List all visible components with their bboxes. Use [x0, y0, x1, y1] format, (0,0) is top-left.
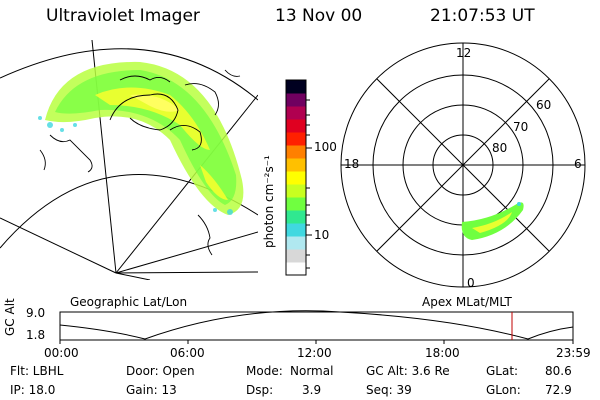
color-bar-band: [286, 197, 306, 211]
time-tick-0: 00:00: [44, 346, 79, 360]
colorbar-tick-100: 100: [314, 140, 337, 154]
alt-ymin: 1.8: [26, 328, 46, 342]
info-gain: Gain: 13: [126, 383, 177, 397]
info-flt: Flt: LBHL: [10, 364, 64, 378]
info-dsp: 3.9: [302, 383, 322, 397]
alt-ylabel: GC Alt: [3, 298, 17, 336]
color-bar-band: [286, 171, 306, 185]
info-glat: 80.6: [545, 364, 572, 378]
time-tick-4: 23:59: [556, 346, 591, 360]
color-bar-band: [286, 119, 306, 133]
instrument-title: Ultraviolet Imager: [46, 6, 200, 26]
alt-ymax: 9.0: [26, 306, 46, 320]
info-door: Door: Open: [126, 364, 195, 378]
info-mode: Normal: [290, 364, 334, 378]
auroral-emission: [38, 61, 244, 215]
color-bar-band: [286, 80, 306, 94]
color-bar-band: [286, 132, 306, 146]
time-label: 21:07:53 UT: [430, 6, 535, 26]
color-bar-band: [286, 236, 306, 250]
altitude-plot: [59, 310, 574, 344]
colorbar-unit-label: photon cm⁻²s⁻¹: [262, 155, 276, 248]
color-bar-band: [286, 145, 306, 159]
color-bar-band: [286, 249, 306, 263]
polar-plot: [340, 42, 586, 288]
time-tick-2: 12:00: [297, 346, 332, 360]
info-glon: 72.9: [545, 383, 572, 397]
mlt-label-0: 0: [467, 276, 475, 290]
time-tick-1: 06:00: [170, 346, 205, 360]
geographic-map: [0, 40, 258, 280]
color-bar-band: [286, 106, 306, 120]
lat-label-80: 80: [492, 141, 508, 155]
lat-label-60: 60: [536, 98, 552, 112]
info-dsp-label: Dsp:: [246, 383, 274, 397]
date-label: 13 Nov 00: [275, 6, 363, 26]
mlt-label-6: 6: [574, 157, 582, 171]
coastlines: [39, 69, 241, 256]
colorbar-tick-10: 10: [314, 228, 330, 242]
info-seq: Seq: 39: [366, 383, 412, 397]
color-bar-band: [286, 223, 306, 237]
color-bar-band: [286, 93, 306, 107]
color-bar-band: [286, 262, 306, 276]
color-bar-band: [286, 210, 306, 224]
lat-label-70: 70: [513, 120, 529, 134]
info-ip: IP: 18.0: [10, 383, 56, 397]
time-tick-3: 18:00: [425, 346, 460, 360]
info-glat-label: GLat:: [486, 364, 519, 378]
mlt-label-12: 12: [456, 46, 472, 60]
info-mode-label: Mode:: [246, 364, 283, 378]
geo-panel-label: Geographic Lat/Lon: [70, 295, 188, 309]
color-bar-frame: [285, 79, 307, 276]
color-bar-band: [286, 184, 306, 198]
mlt-label-18: 18: [344, 157, 360, 171]
color-bar: [286, 80, 306, 276]
info-glon-label: GLon:: [486, 383, 521, 397]
color-bar-band: [286, 158, 306, 172]
info-gcalt: GC Alt: 3.6 Re: [366, 364, 450, 378]
polar-panel-label: Apex MLat/MLT: [422, 295, 512, 309]
